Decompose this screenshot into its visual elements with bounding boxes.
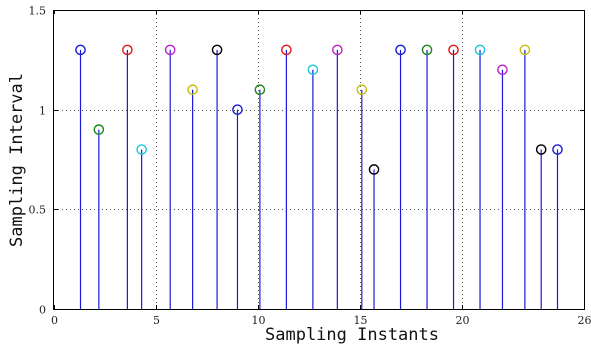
stem-marker xyxy=(474,44,486,56)
stem-marker xyxy=(164,44,176,56)
x-tick-label: 26 xyxy=(578,314,591,327)
stem-marker xyxy=(93,124,105,135)
y-tick-label: 1.5 xyxy=(29,5,47,18)
stem-marker xyxy=(497,64,508,76)
marker-layer xyxy=(75,44,563,175)
stem-marker xyxy=(332,44,343,56)
tick-layer: 0 5 10 15 20 26 0 0.5 1 1.5 xyxy=(29,5,591,328)
y-axis-label: Sampling Interval xyxy=(7,73,27,247)
x-axis-label: Sampling Instants xyxy=(265,325,439,345)
stem-marker xyxy=(254,84,266,96)
stem-marker xyxy=(519,44,531,56)
y-tick-label: 1 xyxy=(39,105,46,118)
stem-marker xyxy=(122,44,133,56)
plot-frame xyxy=(53,10,585,310)
stem-marker xyxy=(535,144,547,155)
stem-layer xyxy=(79,49,559,309)
stem-marker xyxy=(281,44,292,56)
x-tick-label: 10 xyxy=(252,314,266,327)
stem-marker xyxy=(421,44,433,56)
stem-marker xyxy=(136,144,147,155)
x-tick-label: 0 xyxy=(51,314,58,327)
x-tick-label: 20 xyxy=(456,314,470,327)
stem-marker xyxy=(211,44,223,56)
y-tick-label: 0 xyxy=(39,304,46,317)
stem-marker xyxy=(448,44,459,56)
stem-marker xyxy=(232,104,243,115)
stem-marker xyxy=(552,144,563,155)
stem-marker xyxy=(75,44,86,56)
grid-layer xyxy=(54,10,584,309)
x-tick-label: 5 xyxy=(153,314,160,327)
stem-marker xyxy=(356,84,368,96)
y-tick-label: 0.5 xyxy=(29,204,47,217)
stem-marker xyxy=(187,84,198,96)
stem-marker xyxy=(395,44,406,56)
stem-marker xyxy=(368,164,380,175)
stem-marker xyxy=(307,64,319,76)
x-tick-label: 15 xyxy=(354,314,368,327)
